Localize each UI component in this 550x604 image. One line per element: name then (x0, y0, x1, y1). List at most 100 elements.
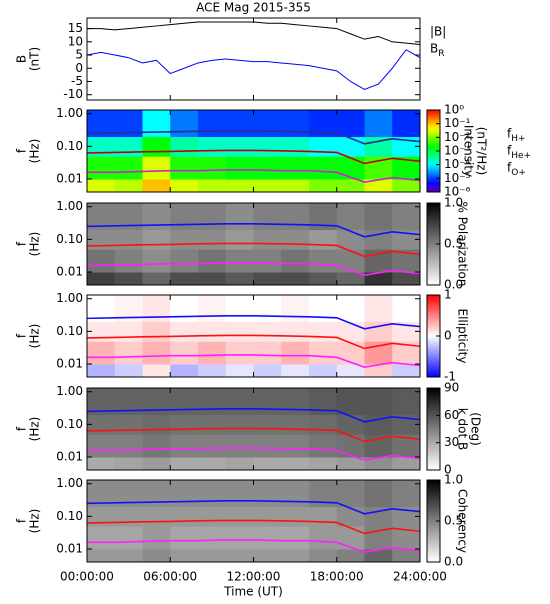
heatmap-cell (225, 272, 254, 285)
heatmap-cell (87, 156, 116, 180)
heatmap-cell (225, 506, 254, 527)
colorbar-tick-label: 10⁻¹ (444, 116, 471, 130)
heatmap-cell (170, 110, 199, 138)
y-tick-label: 1.00 (56, 476, 83, 490)
y-tick-label: 0.10 (56, 324, 83, 338)
heatmap-cell (170, 414, 199, 435)
heatmap-cell (309, 341, 338, 365)
colorbar-tick-label: 1.0 (444, 473, 463, 487)
heatmap-cell (142, 526, 171, 550)
heatmap-cell (170, 434, 199, 458)
heatmap-cell (114, 249, 143, 273)
y-tick-label: 0.01 (56, 450, 83, 464)
heatmap-cell (170, 179, 199, 192)
colorbar-tick-label: 1 (444, 288, 452, 302)
heatmap-cell (225, 203, 254, 231)
colorbar-tick-label: 0 (444, 463, 452, 477)
y-tick-label: 0.01 (56, 265, 83, 279)
heatmap-cell (198, 179, 227, 192)
heatmap-cell (281, 179, 310, 192)
heatmap-cell (364, 321, 393, 342)
y-tick-label: 0.10 (56, 139, 83, 153)
heatmap-cell (142, 341, 171, 365)
heatmap-cell (170, 480, 199, 508)
x-tick-label: 18:00:00 (310, 570, 364, 584)
heatmap-cell (225, 295, 254, 323)
heatmap-cell (198, 526, 227, 550)
heatmap-cell (336, 179, 365, 192)
heatmap-cell (114, 526, 143, 550)
heatmap-cell (87, 457, 116, 470)
heatmap-cell (392, 179, 420, 192)
heatmap-cell (253, 136, 282, 157)
y-tick-label: 0.10 (56, 417, 83, 431)
colorbar-tick-label: 10⁻² (444, 130, 471, 144)
series-line (87, 49, 420, 90)
heatmap-cell (336, 110, 365, 138)
heatmap-cell (309, 364, 338, 377)
series-line (87, 334, 420, 350)
heatmap-cell (253, 295, 282, 323)
heatmap-cell (253, 506, 282, 527)
y-tick-label: 10 (68, 34, 83, 48)
plot-area (87, 21, 420, 90)
heatmap-cell (170, 341, 199, 365)
heatmap-cell (170, 457, 199, 470)
colorbar-tick-label: 10⁻⁵ (444, 171, 471, 185)
heatmap-cell (198, 321, 227, 342)
heatmap-cell (198, 506, 227, 527)
heatmap-cell (392, 434, 420, 458)
heatmap-cell (392, 203, 420, 231)
colorbar-tick-label: 10⁻³ (444, 144, 471, 158)
y-tick-label: 0.01 (56, 172, 83, 186)
y-tick-label: 0.01 (56, 542, 83, 556)
heatmap-cell (281, 321, 310, 342)
heatmap-cell (225, 414, 254, 435)
heatmap-cell (170, 549, 199, 562)
heatmap-cell (87, 341, 116, 365)
heatmap-cell (281, 136, 310, 157)
heatmap-cell (142, 414, 171, 435)
colorbar-label: Ellipticity (456, 309, 470, 364)
heatmap-cell (281, 506, 310, 527)
colorbar (426, 387, 441, 471)
heatmap-cell (392, 549, 420, 562)
heatmap-cell (114, 321, 143, 342)
heatmap-cell (364, 272, 393, 285)
heatmap-cell (198, 156, 227, 180)
heatmap-cell (336, 480, 365, 508)
colorbar-tick-label: 10⁻⁴ (444, 157, 471, 171)
heatmap-cell (87, 549, 116, 562)
heatmap-cell (87, 434, 116, 458)
heatmap-cell (170, 388, 199, 416)
colorbar-label: (nT²/Hz) (475, 127, 489, 175)
heatmap-cell (309, 272, 338, 285)
heatmap-cell (364, 414, 393, 435)
y-axis-label: B (15, 55, 29, 63)
y-tick-label: 0.01 (56, 357, 83, 371)
heatmap-cell (364, 110, 393, 138)
heatmap-cell (142, 364, 171, 377)
heatmap-cell (225, 457, 254, 470)
heatmap-cell (364, 179, 393, 192)
heatmap-cell (225, 179, 254, 192)
heatmap-cell (253, 110, 282, 138)
colorbar-tick-label: 0.0 (444, 555, 463, 569)
heatmap-cell (336, 249, 365, 273)
heatmap-cell (392, 156, 420, 180)
y-tick-label: 1.00 (56, 199, 83, 213)
heatmap-cell (336, 364, 365, 377)
colorbar-tick-label: 0.5 (444, 237, 463, 251)
heatmap-cell (253, 229, 282, 250)
series-line (87, 169, 420, 183)
heatmap-cell (114, 156, 143, 180)
colorbar-tick-label: 0.0 (444, 278, 463, 292)
series-line (87, 447, 420, 461)
heatmap-cell (170, 295, 199, 323)
heatmap-cell (281, 295, 310, 323)
heatmap-cell (170, 526, 199, 550)
colorbar-tick-label: -1 (444, 370, 456, 384)
heatmap-cell (198, 249, 227, 273)
heatmap-cell (392, 457, 420, 470)
heatmap-cell (336, 434, 365, 458)
